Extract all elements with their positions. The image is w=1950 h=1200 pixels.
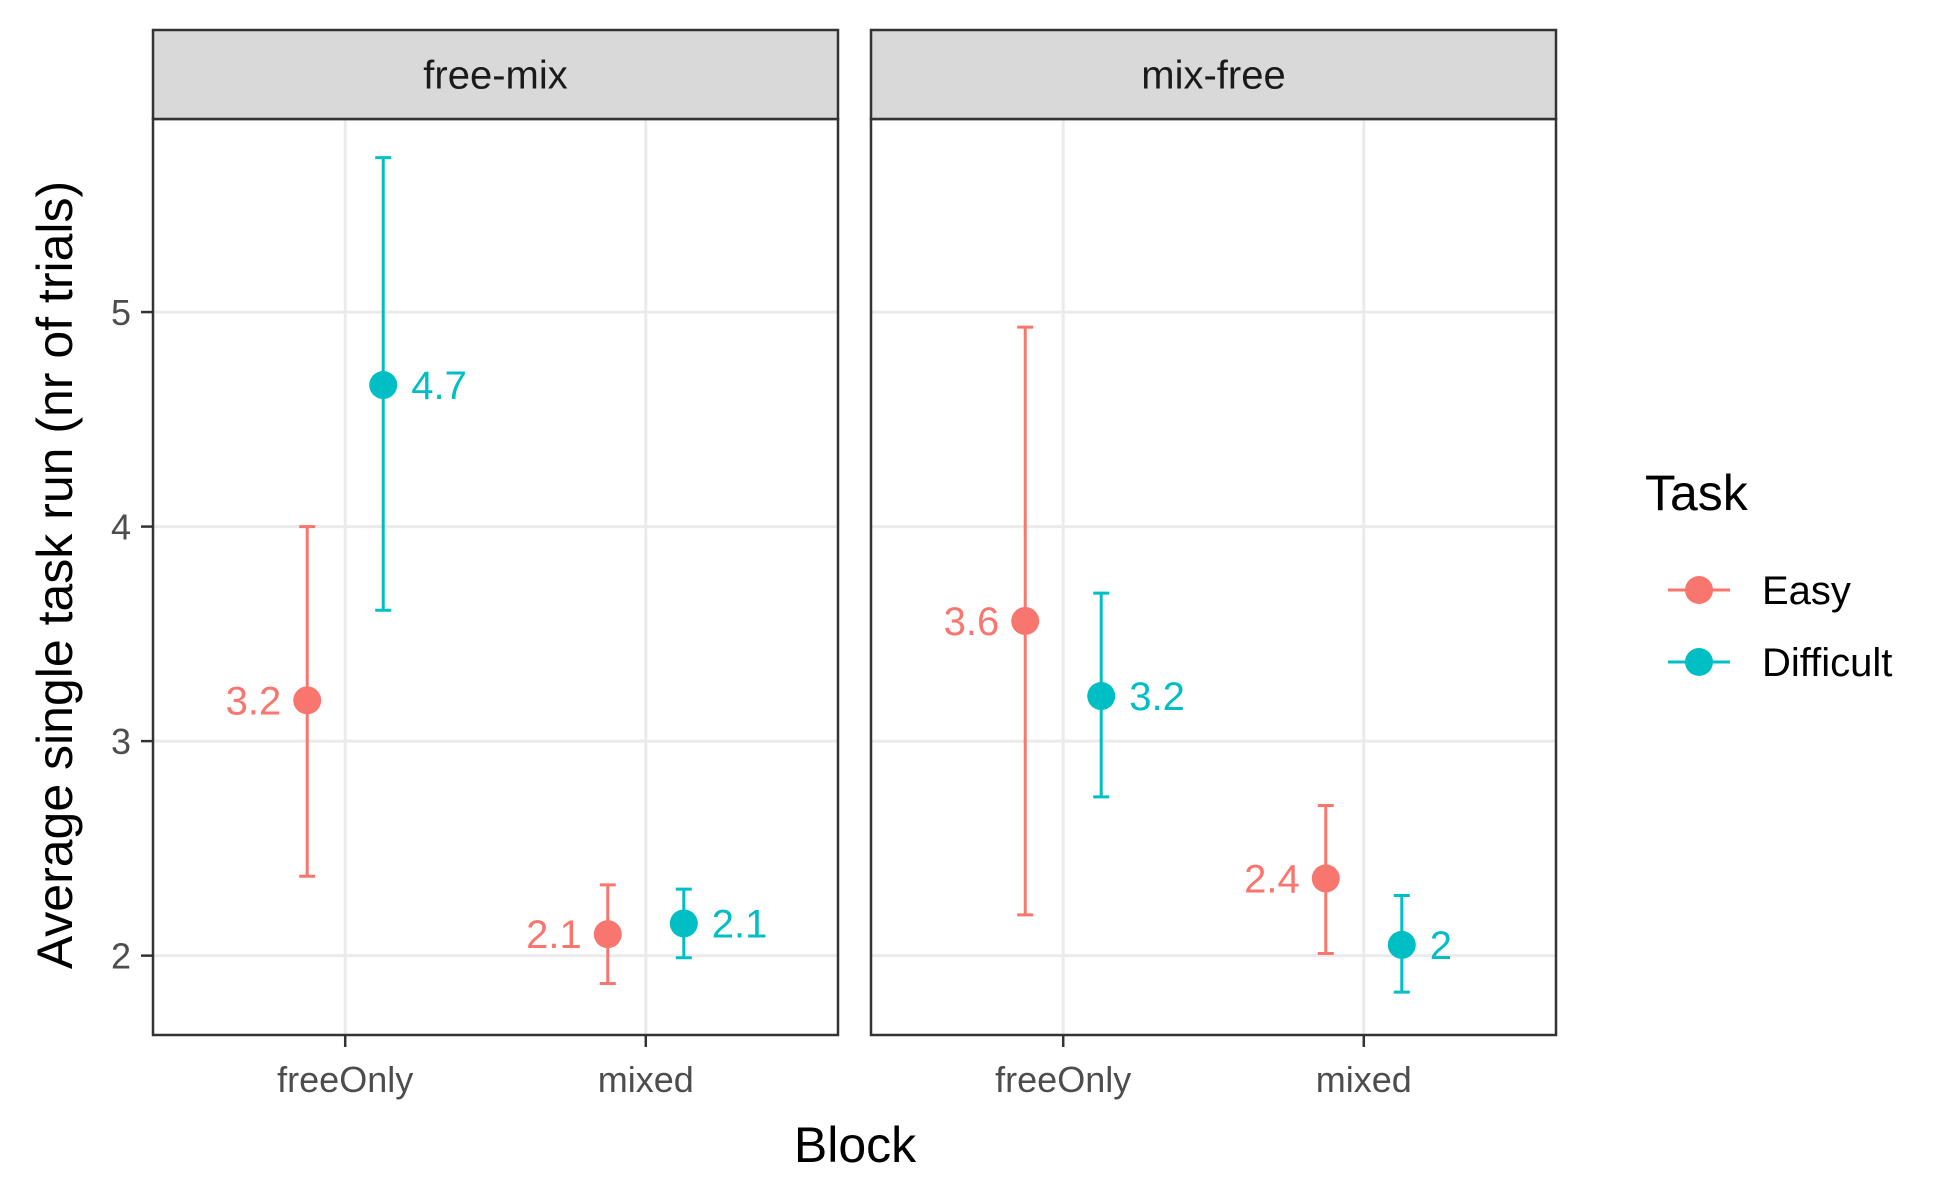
data-label-difficult: 4.7 [411, 364, 467, 408]
point-easy [1011, 606, 1040, 635]
strip-background [869, 28, 1558, 121]
data-label-easy: 2.4 [1244, 857, 1300, 901]
point-difficult [669, 909, 698, 938]
strip-label: mix-free [1141, 54, 1285, 98]
y-axis-title: Average single task run (nr of trials) [27, 181, 83, 969]
data-label-easy: 3.2 [226, 679, 282, 723]
legend-title: Task [1645, 465, 1749, 521]
legend: Task Easy Difficult [1645, 465, 1892, 685]
point-easy [1311, 864, 1340, 893]
y-tick-label: 5 [111, 292, 131, 333]
x-tick-label: mixed [1316, 1059, 1412, 1100]
point-easy [593, 920, 622, 949]
data-label-difficult: 2.1 [712, 902, 768, 946]
panel-background [871, 119, 1556, 1035]
legend-key-point [1685, 576, 1713, 604]
panels: 3.2 2.1 4.7 2.1 free-mix 3.6 2.4 3.2 2 mix-free [151, 28, 1558, 1037]
x-tick-label: freeOnly [277, 1059, 413, 1100]
x-axis-title: Block [794, 1117, 917, 1173]
legend-entry-easy: Easy [1668, 569, 1851, 613]
point-difficult [369, 371, 398, 400]
data-label-easy: 2.1 [526, 913, 582, 957]
x-tick-label: freeOnly [995, 1059, 1131, 1100]
panel-background [153, 119, 838, 1035]
legend-entry-difficult: Difficult [1668, 641, 1892, 685]
x-tick-label: mixed [598, 1059, 694, 1100]
data-label-difficult: 3.2 [1129, 675, 1185, 719]
legend-label: Difficult [1762, 641, 1892, 685]
strip-background [151, 28, 840, 121]
y-tick-label: 4 [111, 507, 131, 548]
point-easy [293, 686, 322, 715]
facet-panel-free-mix: 3.2 2.1 4.7 2.1 free-mix [151, 28, 840, 1037]
data-label-difficult: 2 [1430, 924, 1452, 968]
point-difficult [1087, 682, 1116, 711]
y-tick-label: 2 [111, 936, 131, 977]
legend-key-point [1685, 648, 1713, 676]
legend-label: Easy [1762, 569, 1851, 613]
data-label-easy: 3.6 [944, 600, 1000, 644]
y-tick-label: 3 [111, 721, 131, 762]
x-axis: freeOnly mixed freeOnly mixed [277, 1035, 1412, 1100]
facet-panel-mix-free: 3.6 2.4 3.2 2 mix-free [869, 28, 1558, 1037]
point-difficult [1387, 930, 1416, 959]
strip-label: free-mix [423, 54, 567, 98]
y-axis: 2 3 4 5 [111, 292, 153, 977]
